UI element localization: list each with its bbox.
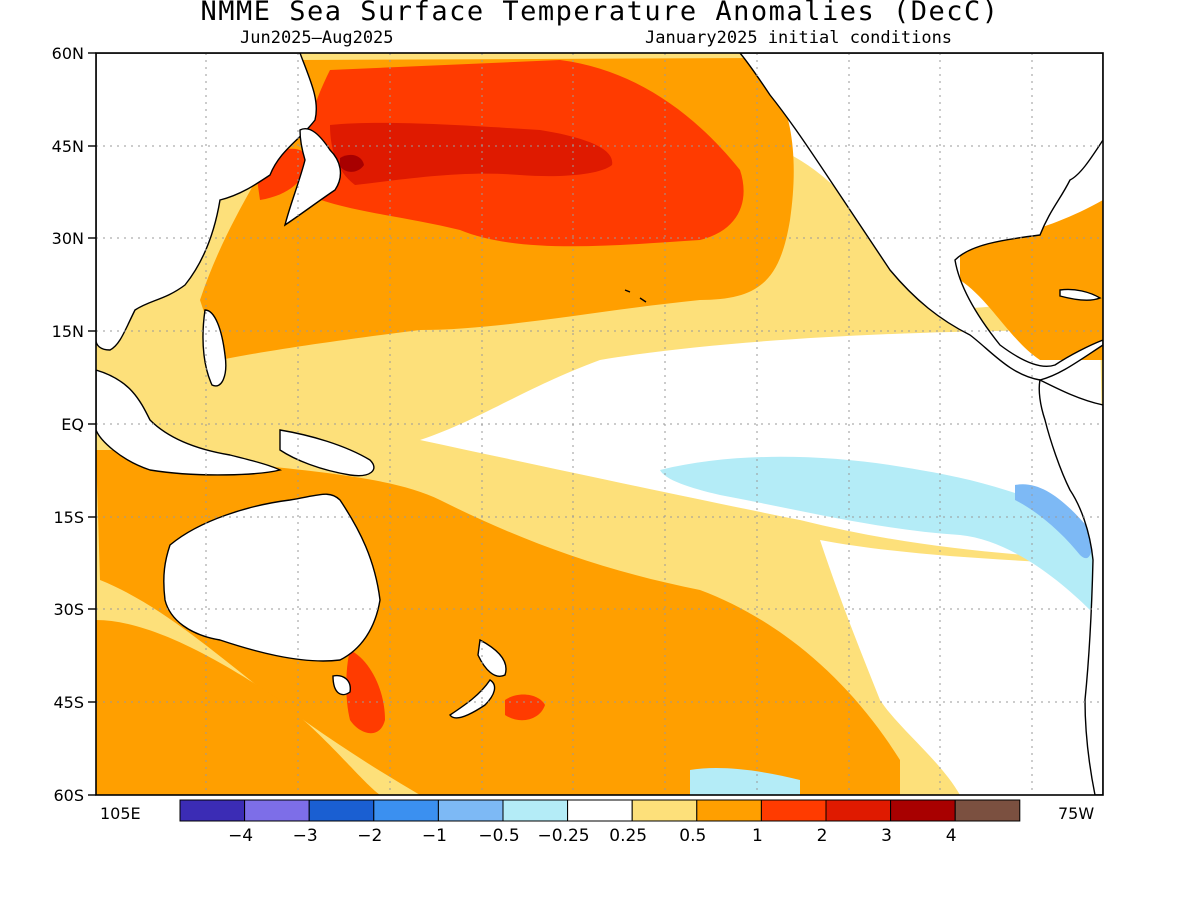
lat-ticks — [88, 52, 96, 796]
legend-swatch — [631, 799, 698, 822]
legend-swatch — [179, 799, 246, 822]
legend-tick-label: −4 — [228, 826, 254, 846]
forecast-period: Jun2025–Aug2025 — [240, 28, 394, 48]
legend-swatch — [373, 799, 439, 822]
lat-label-60n: 60N — [51, 44, 84, 63]
legend-swatch — [244, 799, 310, 822]
lat-label-30s: 30S — [53, 600, 84, 619]
neutral-southeast — [820, 540, 1103, 795]
japan-land — [283, 128, 342, 227]
north-america-land — [739, 53, 1103, 381]
new-guinea-land — [279, 429, 375, 477]
very-strong-warm-core — [330, 122, 613, 185]
maritime-continent-land — [96, 369, 283, 476]
weak-cool-southern-ocean — [690, 768, 800, 795]
legend-tick-label: 0.5 — [679, 826, 707, 846]
legend-tick-label: −1 — [421, 826, 447, 846]
lat-label-30n: 30N — [51, 229, 84, 248]
legend-tick-label: 0.25 — [609, 826, 648, 846]
strong-warm-tasmania — [346, 650, 385, 734]
legend-tick-label: −0.5 — [478, 826, 520, 846]
australia-land — [163, 493, 381, 662]
weak-cool-southeast-pacific — [660, 456, 1100, 610]
hawaii-land — [624, 289, 647, 303]
lat-label-eq: EQ — [61, 415, 84, 434]
south-america-land — [1038, 378, 1103, 795]
lon-label-east: 75W — [1058, 804, 1095, 823]
new-zealand-south-land — [449, 679, 496, 719]
color-scale-legend — [179, 799, 1021, 822]
legend-swatch — [760, 799, 827, 822]
legend-swatch — [696, 799, 762, 822]
tasmania-land — [332, 674, 351, 696]
lat-label-45s: 45S — [53, 693, 84, 712]
map-title: NMME Sea Surface Temperature Anomalies (… — [200, 0, 1000, 27]
lat-lon-grid — [96, 53, 1103, 795]
legend-swatch — [437, 799, 504, 822]
lon-label-west: 105E — [100, 804, 141, 823]
philippines-land — [202, 309, 227, 387]
legend-tick-label: −3 — [292, 826, 318, 846]
legend-tick-label: −0.25 — [537, 826, 590, 846]
legend-swatch — [890, 799, 956, 822]
moderate-warm-tasman — [96, 620, 380, 795]
legend-tick-label: −2 — [357, 826, 383, 846]
legend-tick-label: 4 — [945, 826, 957, 846]
legend-swatch — [954, 799, 1021, 822]
strong-warm-new-zealand — [505, 694, 545, 721]
legend-swatch — [308, 799, 375, 822]
moderate-cool-peru-coast — [1015, 484, 1092, 559]
initial-conditions: January2025 initial conditions — [645, 28, 953, 48]
extreme-warm-spot — [340, 154, 364, 172]
legend-swatch — [567, 799, 633, 822]
lat-label-15n: 15N — [51, 322, 84, 341]
lat-label-45n: 45N — [51, 137, 84, 156]
legend-swatch — [502, 799, 569, 822]
lat-label-15s: 15S — [53, 508, 84, 527]
cuba-land — [1059, 288, 1102, 301]
legend-tick-label: 2 — [816, 826, 828, 846]
legend-tick-label: 3 — [881, 826, 892, 846]
legend-swatch — [825, 799, 892, 822]
legend-tick-label: 1 — [751, 826, 763, 846]
lat-label-60s: 60S — [53, 786, 84, 805]
